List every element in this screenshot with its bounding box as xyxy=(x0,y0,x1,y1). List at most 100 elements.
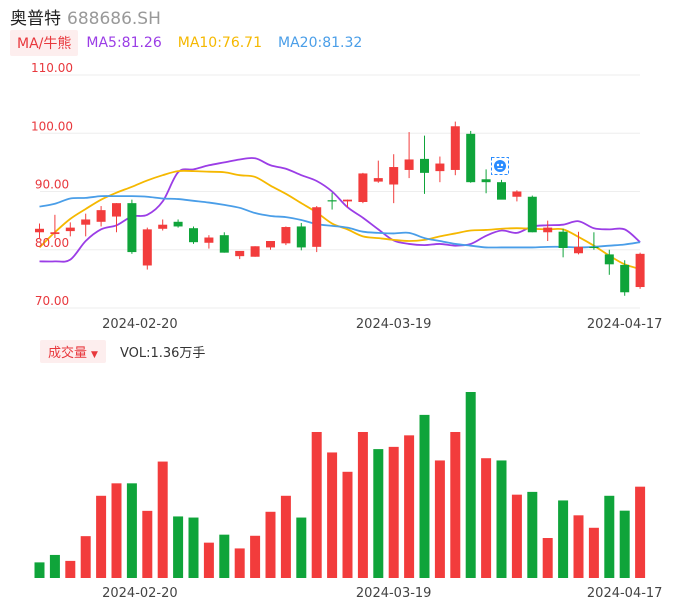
candle-body xyxy=(327,200,337,202)
candle-body xyxy=(604,254,614,265)
ma20-line xyxy=(39,195,641,249)
candle-body xyxy=(512,191,522,197)
candle-body xyxy=(466,133,476,183)
y-tick-label: 70.00 xyxy=(35,294,69,308)
y-tick-label: 80.00 xyxy=(35,236,69,250)
ma-lines xyxy=(38,157,641,270)
robot-badge-icon[interactable] xyxy=(491,157,509,175)
volume-value: VOL:1.36万手 xyxy=(119,345,206,361)
candle-body xyxy=(50,232,60,235)
volume-bar xyxy=(388,446,399,578)
volume-bar xyxy=(527,491,538,578)
candle-body xyxy=(81,219,91,225)
candle-body xyxy=(250,246,260,257)
volume-bar xyxy=(357,431,368,578)
candle-body xyxy=(127,203,137,253)
candle-body xyxy=(558,231,568,249)
axis-labels: 110.00 100.00 90.00 80.00 70.00 2024-02-20 202… xyxy=(31,61,662,601)
candle-body xyxy=(358,173,368,202)
candle-body xyxy=(158,224,168,229)
volume-bar xyxy=(588,527,599,578)
candle-body xyxy=(497,182,506,200)
volume-bar xyxy=(250,535,261,578)
volume-bar xyxy=(265,511,276,578)
volume-bar xyxy=(111,483,122,578)
y-tick-label: 110.00 xyxy=(31,61,73,75)
indicator-selector-label: 成交量 xyxy=(48,345,88,361)
candle-body xyxy=(281,227,291,244)
volume-bar xyxy=(511,494,522,578)
candle-body xyxy=(635,253,645,288)
candlesticks xyxy=(35,121,645,296)
volume-bar xyxy=(219,534,230,578)
volume-bar xyxy=(342,471,353,578)
volume-bar xyxy=(96,495,107,578)
volume-bar xyxy=(481,458,492,578)
volume-bar xyxy=(465,392,476,578)
candle-body xyxy=(450,126,460,170)
volume-bar xyxy=(635,486,646,578)
volume-bar xyxy=(203,542,214,578)
volume-bar xyxy=(280,495,291,578)
candle-body xyxy=(204,237,214,243)
volume-bar xyxy=(234,548,245,578)
volume-bar xyxy=(496,460,507,578)
candle-body xyxy=(173,221,183,227)
x-tick-label: 2024-02-20 xyxy=(102,317,178,332)
stock-title: 奥普特 688686.SH xyxy=(10,4,161,29)
y-tick-label: 100.00 xyxy=(31,119,73,133)
volume-bar xyxy=(126,483,137,578)
volume-bar xyxy=(573,515,584,578)
caret-down-icon: ▼ xyxy=(91,349,98,360)
candle-body xyxy=(65,227,75,232)
volume-bar xyxy=(34,562,45,578)
volume-bar xyxy=(619,510,630,578)
candle-body xyxy=(235,250,245,257)
candle-body xyxy=(420,158,429,173)
ma5-legend: MA5:81.26 xyxy=(86,35,162,51)
volume-bar xyxy=(404,435,415,578)
ma-legend-bar: MA/牛熊 MA5:81.26 MA10:76.71 MA20:81.32 xyxy=(10,30,378,56)
indicator-selector[interactable]: 成交量 ▼ xyxy=(40,339,106,363)
candle-body xyxy=(404,159,414,170)
volume-legend-bar: 成交量 ▼ VOL:1.36万手 xyxy=(40,339,206,363)
volume-bar xyxy=(604,495,615,578)
volume-bar xyxy=(558,500,569,578)
candle-body xyxy=(219,235,229,253)
volume-bar xyxy=(450,431,461,578)
x-tick-label: 2024-03-19 xyxy=(356,317,432,332)
volume-bar xyxy=(311,431,322,578)
ma10-legend: MA10:76.71 xyxy=(177,35,263,51)
volume-bar xyxy=(65,560,76,578)
candle-body xyxy=(435,163,445,172)
volume-bar xyxy=(327,452,338,578)
volume-bar xyxy=(296,517,307,578)
candle-body xyxy=(574,246,583,254)
volume-bar xyxy=(419,414,430,578)
candle-body xyxy=(527,196,537,233)
candle-body xyxy=(543,227,553,233)
x-tick-label: 2024-04-17 xyxy=(587,586,663,601)
volume-bar xyxy=(80,536,91,578)
volume-bar xyxy=(157,461,168,578)
volume-bar xyxy=(142,510,153,578)
candle-body xyxy=(373,178,383,182)
ma5-line xyxy=(39,157,641,263)
candle-body xyxy=(189,228,198,243)
x-tick-label: 2024-02-20 xyxy=(102,586,178,601)
candle-body xyxy=(389,167,399,185)
volume-bar xyxy=(434,460,445,578)
ma-type-selector[interactable]: MA/牛熊 xyxy=(10,30,79,56)
candle-body xyxy=(620,264,630,293)
candle-body xyxy=(35,228,44,233)
candle-body xyxy=(481,179,491,183)
candle-body xyxy=(343,199,352,202)
candle-body xyxy=(96,210,106,222)
volume-bar xyxy=(373,449,384,578)
x-tick-label: 2024-03-19 xyxy=(356,586,432,601)
y-tick-label: 90.00 xyxy=(35,178,69,192)
volume-bar xyxy=(49,554,60,578)
volume-bar xyxy=(188,517,199,578)
ma20-legend: MA20:81.32 xyxy=(278,35,363,51)
